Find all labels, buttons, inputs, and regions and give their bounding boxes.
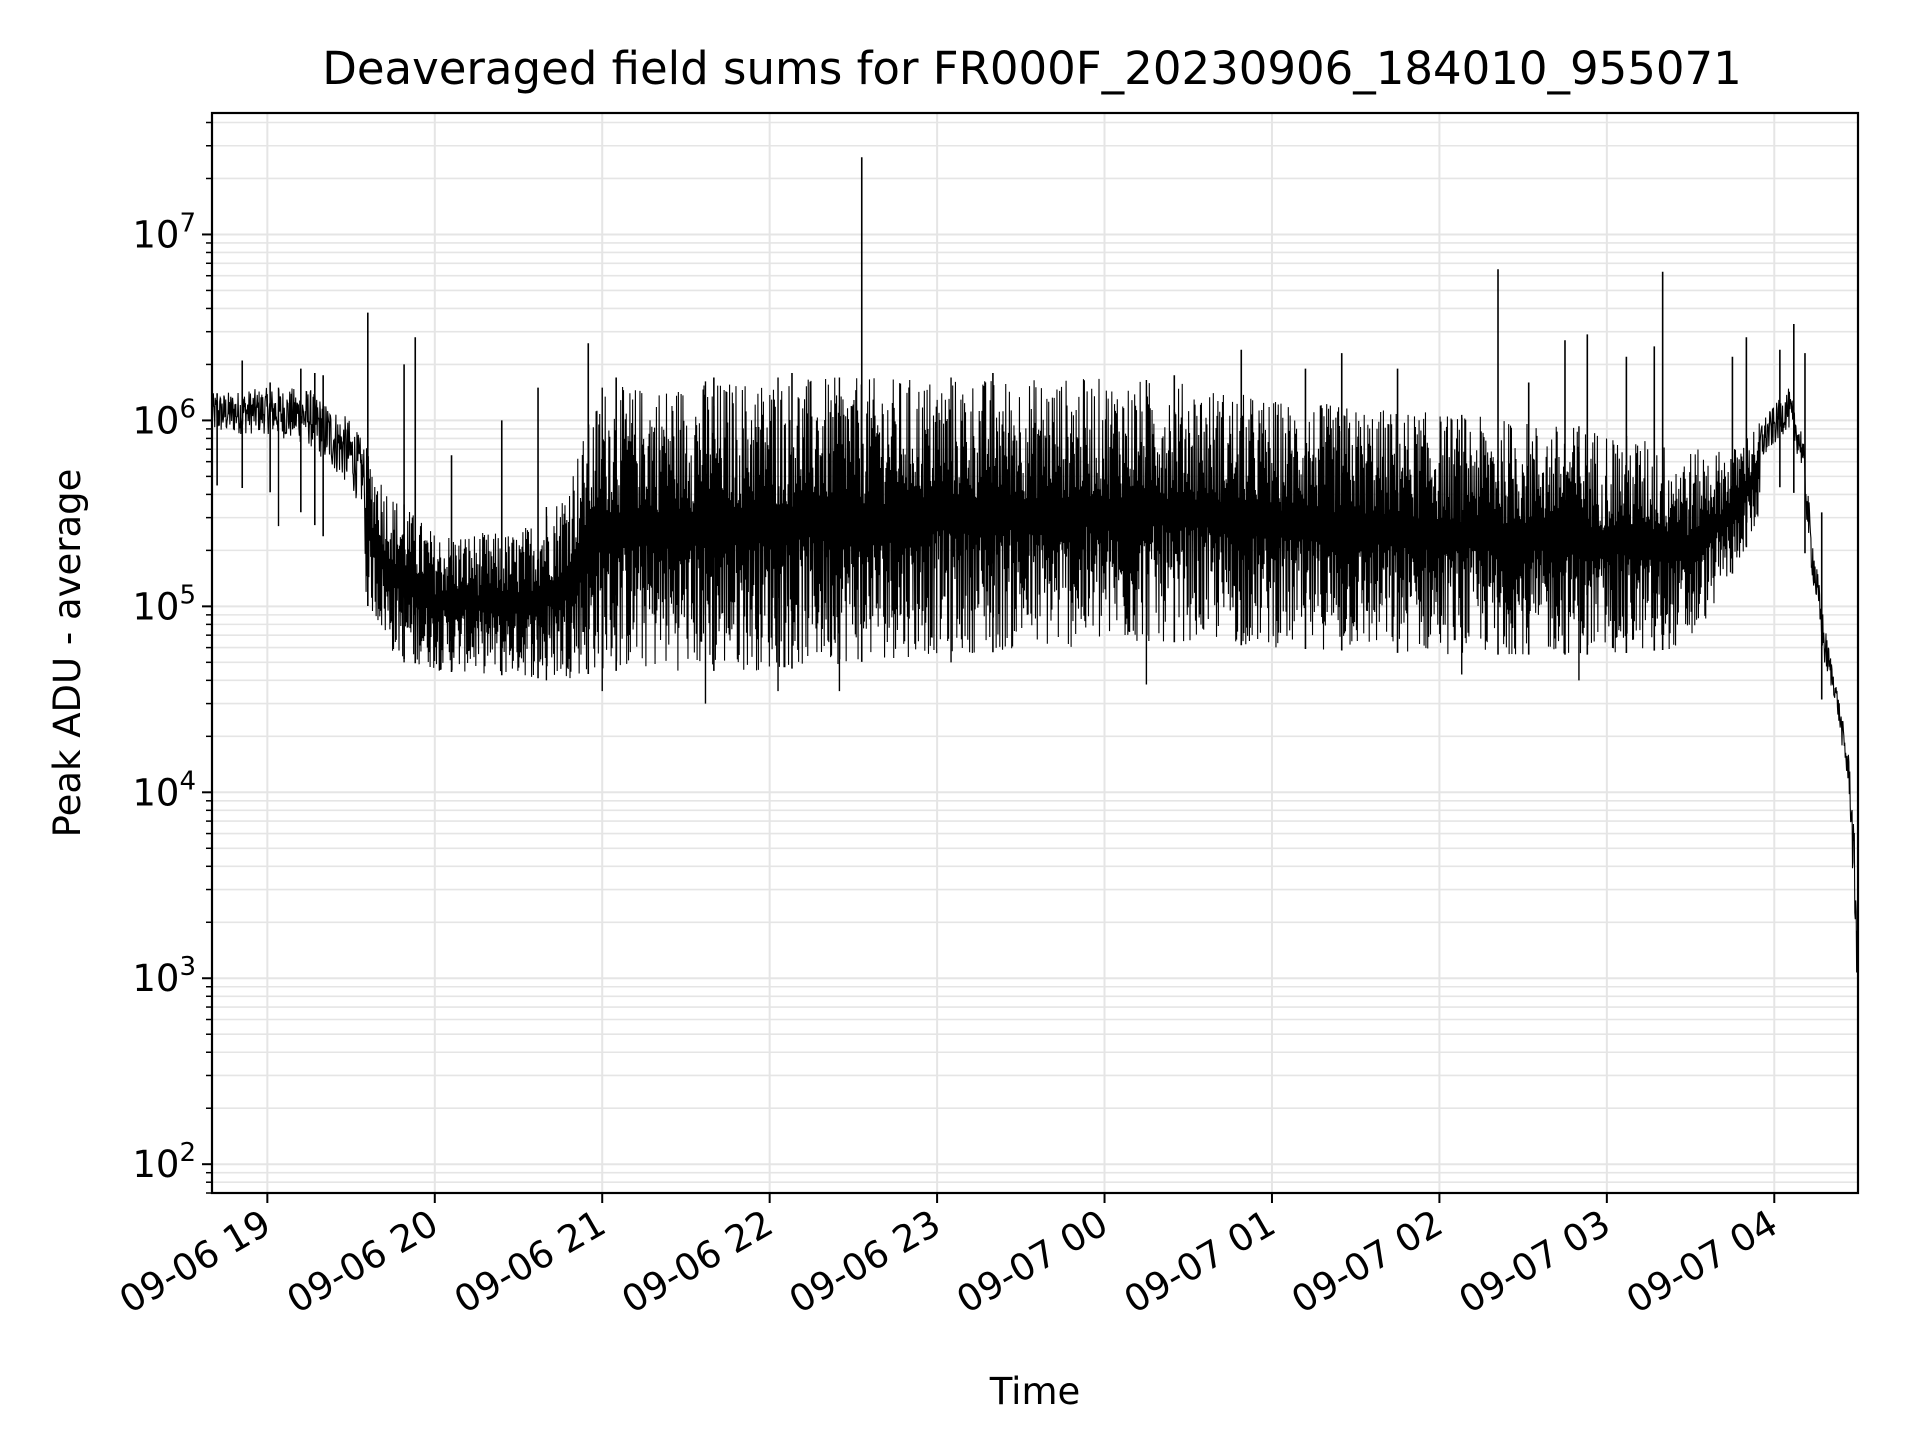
x-axis-label: Time — [989, 1370, 1081, 1413]
y-axis-label: Peak ADU - average — [46, 469, 89, 838]
plot-frame — [210, 111, 1860, 1195]
grid-lines — [212, 113, 1858, 1194]
y-tick-label: 107 — [132, 208, 196, 256]
y-tick-label: 102 — [132, 1138, 196, 1186]
data-series — [212, 157, 1858, 973]
y-tick-label: 104 — [132, 766, 196, 814]
chart-title: Deaveraged field sums for FR000F_2023090… — [322, 42, 1742, 95]
series-line — [212, 377, 1858, 973]
y-tick-label: 105 — [132, 580, 196, 628]
y-axis: 102 103 104 105 106 107 — [132, 121, 212, 1194]
y-tick-label: 106 — [132, 394, 196, 442]
y-tick-label: 103 — [132, 952, 196, 1000]
